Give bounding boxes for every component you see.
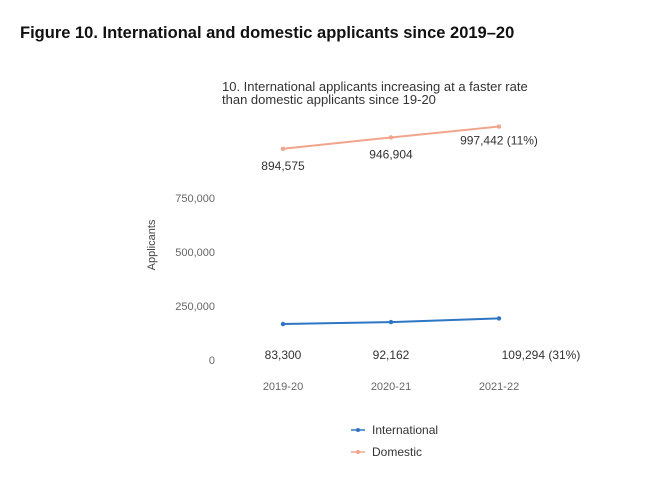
x-tick-label: 2021-22	[479, 381, 519, 393]
x-tick-label: 2019-20	[263, 381, 303, 393]
y-tick-label: 500,000	[175, 247, 215, 259]
legend-item: International	[351, 423, 438, 437]
legend-marker	[356, 450, 360, 454]
series-group: 83,300 92,162 109,294 (31%) 894,575 946,904 9…	[261, 124, 580, 362]
y-axis-label: Applicants	[146, 219, 158, 270]
y-tick-label: 250,000	[175, 301, 215, 313]
series-international: 83,300 92,162 109,294 (31%)	[265, 316, 581, 362]
legend-label: Domestic	[372, 445, 422, 459]
legend-marker	[356, 428, 360, 432]
data-point	[280, 146, 286, 151]
chart-title-line: 10. International applicants increasing …	[222, 79, 528, 94]
legend-item: Domestic	[351, 445, 422, 459]
chart-title: 10. International applicants increasing …	[222, 79, 528, 107]
legend-label: International	[372, 423, 438, 437]
data-point	[388, 319, 394, 325]
data-point	[496, 316, 502, 321]
y-axis-ticks: 0 250,000 500,000 750,000	[175, 193, 215, 367]
data-label: 83,300	[265, 348, 302, 362]
data-label: 997,442 (11%)	[460, 134, 538, 148]
y-axis-title: Applicants	[146, 219, 158, 270]
chart-title-line: than domestic applicants since 19-20	[222, 92, 436, 107]
figure-title: Figure 10. International and domestic ap…	[20, 24, 515, 42]
legend: International Domestic	[351, 423, 438, 459]
data-point	[388, 135, 394, 140]
data-point	[280, 321, 286, 327]
data-label: 92,162	[373, 348, 410, 362]
y-tick-label: 750,000	[175, 193, 215, 205]
data-label: 946,904	[369, 147, 413, 161]
data-label: 894,575	[261, 159, 305, 173]
data-point	[496, 124, 502, 129]
x-axis-ticks: 2019-20 2020-21 2021-22	[263, 381, 519, 393]
series-domestic: 894,575 946,904 997,442 (11%)	[261, 124, 538, 173]
y-tick-label: 0	[209, 355, 215, 367]
data-label: 109,294 (31%)	[502, 348, 581, 362]
x-tick-label: 2020-21	[371, 381, 411, 393]
